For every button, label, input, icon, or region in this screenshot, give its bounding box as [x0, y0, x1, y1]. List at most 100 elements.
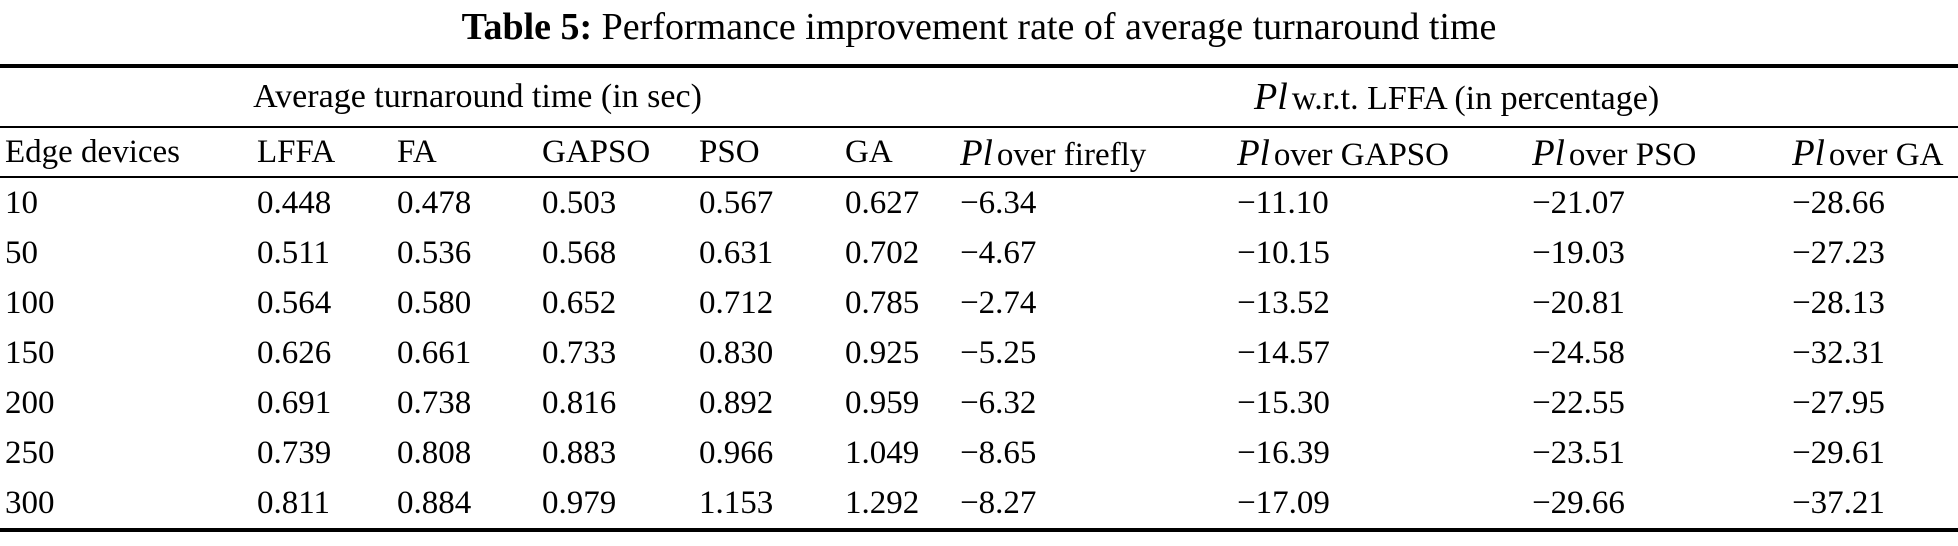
table-cell: 0.511	[257, 234, 331, 271]
table-row: 200 0.691 0.738 0.816 0.892 0.959 −6.32 −15.30 −…	[0, 378, 1958, 428]
table-cell: −21.07	[1532, 184, 1625, 221]
pi-symbol: Pl	[1237, 131, 1270, 173]
table-cell: −15.30	[1237, 384, 1330, 421]
table-cell: −27.23	[1792, 234, 1885, 271]
column-header-pi-over-ga-label: over GA	[1828, 136, 1944, 173]
table-cell: 0.733	[542, 334, 617, 371]
table-cell: −10.15	[1237, 234, 1330, 271]
table-cell: 1.292	[845, 484, 920, 521]
table-cell: −8.27	[960, 484, 1037, 521]
table-cell: −17.09	[1237, 484, 1330, 521]
column-header-fa: FA	[392, 127, 537, 178]
column-header-pi-over-gapso: Pl over GAPSO	[1232, 127, 1528, 178]
table-cell: 1.153	[699, 484, 774, 521]
table-cell: 0.811	[257, 484, 331, 521]
table-cell: −20.81	[1532, 284, 1625, 321]
column-header-pi-over-firefly: Pl over firefly	[955, 127, 1233, 178]
results-table: Average turnaround time (in sec) Pl w.r.t…	[0, 64, 1958, 532]
pi-symbol: Pl	[960, 131, 993, 173]
row-header-edge-devices: 250	[5, 434, 55, 471]
table-cell: −32.31	[1792, 334, 1885, 371]
table-row: 150 0.626 0.661 0.733 0.830 0.925 −5.25 −14.57 −…	[0, 328, 1958, 378]
table-cell: 0.966	[699, 434, 774, 471]
table-cell: 0.627	[845, 184, 920, 221]
table-cell: 0.739	[257, 434, 332, 471]
table-row: 100 0.564 0.580 0.652 0.712 0.785 −2.74 −13.52 −…	[0, 278, 1958, 328]
table-cell: 0.883	[542, 434, 617, 471]
row-header-edge-devices: 10	[5, 184, 38, 221]
table-cell: 0.568	[542, 234, 617, 271]
table-cell: −27.95	[1792, 384, 1885, 421]
column-header-pi-over-pso: Pl over PSO	[1527, 127, 1788, 178]
table-cell: −24.58	[1532, 334, 1625, 371]
table-caption-text: Performance improvement rate of average …	[601, 6, 1497, 48]
table-row: 300 0.811 0.884 0.979 1.153 1.292 −8.27 −17.09 −…	[0, 478, 1958, 530]
table-cell: 0.979	[542, 484, 617, 521]
table-cell: −4.67	[960, 234, 1037, 271]
row-header-edge-devices: 300	[5, 484, 55, 521]
column-header-pi-over-ga: Pl over GA	[1787, 127, 1958, 178]
column-header-pi-over-firefly-label: over firefly	[996, 136, 1147, 173]
table-cell: 0.785	[845, 284, 920, 321]
column-header-pi-over-pso-label: over PSO	[1568, 136, 1697, 173]
group-header-pi: Pl w.r.t. LFFA (in percentage)	[955, 66, 1958, 128]
table-cell: 0.580	[397, 284, 472, 321]
column-header-gapso: GAPSO	[537, 127, 694, 178]
table-caption-label: Table 5:	[461, 6, 593, 48]
table-cell: −22.55	[1532, 384, 1625, 421]
table-cell: −29.66	[1532, 484, 1625, 521]
table-cell: 0.661	[397, 334, 472, 371]
table-cell: −6.34	[960, 184, 1037, 221]
table-cell: −13.52	[1237, 284, 1330, 321]
pi-symbol: Pl	[1532, 131, 1565, 173]
table-cell: 0.631	[699, 234, 774, 271]
column-header-pi-over-gapso-label: over GAPSO	[1273, 136, 1449, 173]
table-cell: −6.32	[960, 384, 1037, 421]
table-cell: −37.21	[1792, 484, 1885, 521]
row-header-edge-devices: 100	[5, 284, 55, 321]
row-header-edge-devices: 200	[5, 384, 55, 421]
table-cell: −29.61	[1792, 434, 1885, 471]
group-header-pi-label: w.r.t. LFFA (in percentage)	[1291, 80, 1660, 117]
table-cell: 0.712	[699, 284, 774, 321]
table-cell: 0.702	[845, 234, 920, 271]
table-cell: 0.564	[257, 284, 332, 321]
pi-symbol: Pl	[1792, 131, 1825, 173]
table-row: 50 0.511 0.536 0.568 0.631 0.702 −4.67 −10.15 −1…	[0, 228, 1958, 278]
column-header-ga: GA	[840, 127, 956, 178]
table-cell: −28.66	[1792, 184, 1885, 221]
table-cell: −11.10	[1237, 184, 1329, 221]
table-cell: 0.652	[542, 284, 617, 321]
table-cell: 0.808	[397, 434, 472, 471]
table-cell: 0.959	[845, 384, 920, 421]
table-cell: 0.503	[542, 184, 617, 221]
table-cell: 0.884	[397, 484, 472, 521]
table-cell: −23.51	[1532, 434, 1625, 471]
table-cell: 0.478	[397, 184, 472, 221]
table-cell: 1.049	[845, 434, 920, 471]
group-header-turnaround: Average turnaround time (in sec)	[0, 66, 956, 128]
group-header-turnaround-label: Average turnaround time (in sec)	[253, 78, 702, 115]
column-header-row: Edge devices LFFA FA GAPSO PSO GA Pl over…	[0, 127, 1958, 178]
table-cell: 0.892	[699, 384, 774, 421]
table-cell: 0.448	[257, 184, 332, 221]
column-header-edge-devices: Edge devices	[0, 127, 252, 178]
column-header-pso: PSO	[694, 127, 840, 178]
table-cell: 0.738	[397, 384, 472, 421]
table-cell: 0.830	[699, 334, 774, 371]
pi-symbol: Pl	[1254, 76, 1288, 118]
table-cell: −8.65	[960, 434, 1037, 471]
table-cell: 0.536	[397, 234, 472, 271]
table-cell: −28.13	[1792, 284, 1885, 321]
table-caption: Table 5: Performance improvement rate of…	[0, 0, 1958, 64]
table-cell: −5.25	[960, 334, 1037, 371]
table-body: 10 0.448 0.478 0.503 0.567 0.627 −6.34 −11.10 −2…	[0, 177, 1958, 530]
table-cell: −19.03	[1532, 234, 1625, 271]
row-header-edge-devices: 50	[5, 234, 38, 271]
table-cell: −16.39	[1237, 434, 1330, 471]
table-cell: 0.691	[257, 384, 332, 421]
column-header-lffa: LFFA	[252, 127, 392, 178]
table-cell: 0.567	[699, 184, 774, 221]
table-cell: −2.74	[960, 284, 1037, 321]
